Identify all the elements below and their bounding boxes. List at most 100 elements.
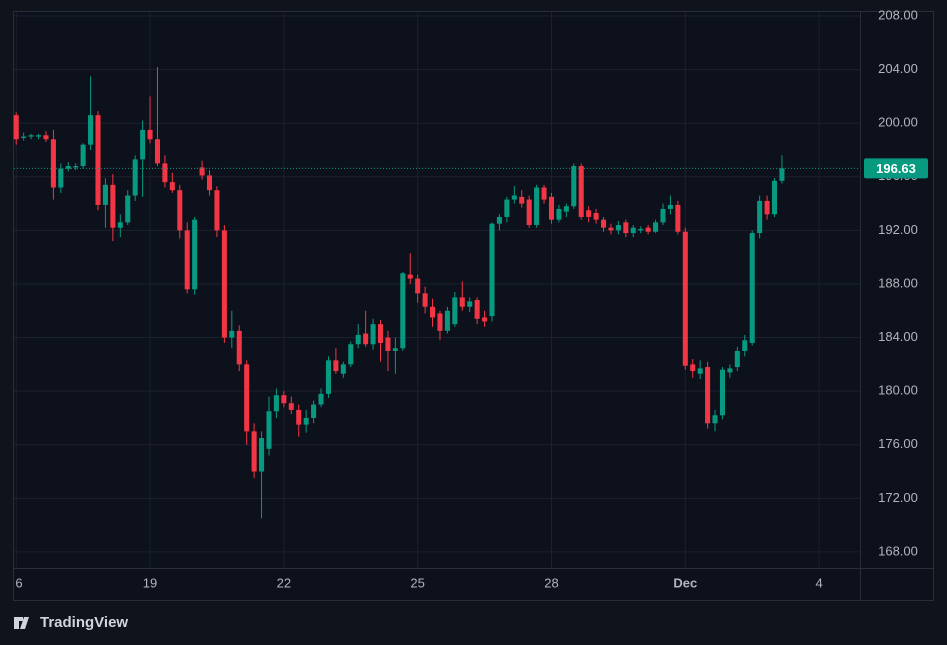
candle-body [667,204,673,209]
candle-body [548,196,555,220]
y-tick-label: 204.00 [878,61,918,76]
last-price-label: 196.63 [876,161,916,176]
candle-body [236,330,242,365]
candle-body [697,368,703,374]
candle-body [430,306,436,318]
candle-body [630,227,636,234]
candle-body [95,115,101,205]
candle-body [653,222,659,232]
candle-body [608,227,614,231]
candle-body [377,324,384,343]
candle-body [36,135,42,137]
candle-body [771,180,778,215]
y-tick-label: 208.00 [878,7,918,22]
candle-body [154,139,161,164]
candle-body [206,175,213,191]
candle-body [311,404,317,418]
candle-body [221,230,227,338]
candle-body [511,195,517,200]
last-price-tag [864,158,928,179]
plot [13,66,785,519]
y-tick-label: 192.00 [878,222,918,237]
candle-body [400,273,406,349]
candle-body [764,200,770,215]
candle-body [563,206,569,212]
candle-body [690,364,696,372]
candle-body [660,208,666,223]
candle-body [140,129,146,160]
candle-body [705,367,711,424]
y-tick-label: 184.00 [878,329,918,344]
x-tick-label: 22 [277,575,291,590]
candle-body [303,417,309,425]
candle-body [392,348,398,351]
candle-body [244,364,250,432]
candle-body [571,166,577,207]
candle-body [132,159,138,196]
candle-body [534,187,540,226]
candle-body [333,360,339,372]
x-tick-label: Dec [673,575,697,590]
candle-body [645,227,651,232]
candle-body [348,344,354,365]
candle-body [757,200,763,234]
chart-frame [13,11,934,601]
candle-body [437,313,443,331]
candle-body [623,222,629,234]
candle-body [489,223,495,317]
candle-body [385,337,391,351]
candle-body [28,135,34,137]
logo: TradingView [14,614,128,631]
candle-body [117,222,123,228]
candle-body [58,168,64,188]
candle-body [459,297,465,307]
y-tick-label: 200.00 [878,115,918,130]
candle-body [50,139,56,188]
candle-body [600,219,607,228]
candle-body [444,310,450,331]
candle-body [526,199,532,226]
candle-body [88,115,94,145]
candle-body [734,350,740,368]
candle-body [43,135,49,140]
candle-body [266,411,272,449]
candle-body [370,324,376,345]
candle-body [162,163,168,183]
candle-body [355,334,361,345]
candle-body [73,166,79,168]
candle-body [712,415,718,424]
candle-body [675,204,681,232]
candle-body [13,115,19,140]
candle-body [482,317,488,322]
candle-body [682,231,688,366]
candle-body [638,229,644,231]
candle-body [125,195,131,223]
x-tick-label: 25 [410,575,424,590]
y-tick-label: 188.00 [878,275,918,290]
candle-body [556,208,562,220]
candle-body [407,274,413,279]
candle-body [467,301,473,307]
candle-body [288,403,294,410]
candle-body [519,196,525,204]
candle-body [214,190,220,231]
candle-body [251,431,257,472]
candle-body [21,136,27,138]
candle-body [184,230,190,290]
candle-body [340,364,346,374]
candle-body [742,340,748,351]
candle-body [422,293,428,307]
candle-body [110,184,116,228]
y-tick-label: 172.00 [878,490,918,505]
candle-body [273,395,279,412]
y-tick-label: 168.00 [878,543,918,558]
candle-body [281,395,287,404]
candle-body [578,166,584,217]
candle-body [452,297,458,325]
candle-body [719,369,725,416]
x-tick-label: 19 [143,575,157,590]
x-tick-label: 28 [544,575,558,590]
candle-body [541,187,547,200]
